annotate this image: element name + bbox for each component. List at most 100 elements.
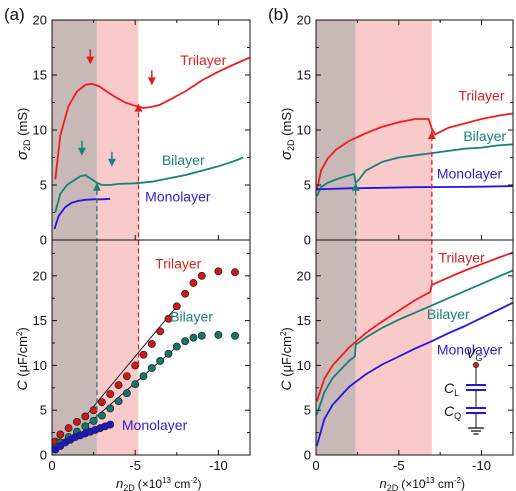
panel-b: Trilayer Bilayer Monolayer Trilayer Bilayer M… — [268, 5, 514, 491]
y-axis-label-sub: 2D — [22, 139, 32, 151]
curve-label: Monolayer — [145, 189, 211, 205]
data-point — [197, 331, 206, 340]
cl-label-sub: L — [454, 388, 459, 398]
cq-label: CQ — [444, 403, 461, 421]
y-tick-label: 10 — [297, 358, 311, 373]
y-axis-label-main: σ — [278, 150, 295, 160]
y-tick-label: 20 — [297, 13, 311, 28]
x-tick-label: -5 — [129, 458, 141, 473]
y-tick-label: 0 — [40, 448, 47, 463]
y-tick-label: 15 — [297, 68, 311, 83]
arrow-up-icon — [92, 182, 101, 191]
panel-label: (b) — [268, 5, 289, 24]
data-point — [106, 404, 115, 413]
curve-label: Bilayer — [427, 306, 470, 322]
cq-label-main: C — [444, 403, 455, 419]
y-axis-label-units: (μF/cm — [15, 336, 30, 380]
x-axis-label-main: n — [380, 476, 387, 491]
data-point — [114, 397, 123, 406]
y-axis-label-exp: 2 — [279, 331, 288, 336]
data-point — [73, 417, 81, 426]
arrow-down-icon — [86, 56, 95, 65]
curve-label: Bilayer — [463, 128, 506, 144]
y-tick-label: 20 — [33, 13, 47, 28]
y-axis-label-units: ) — [279, 327, 294, 331]
y-tick-label: 20 — [33, 268, 47, 283]
data-point — [189, 279, 198, 287]
x-axis-label-sub: 2D — [387, 483, 399, 491]
arrow-down-icon — [107, 158, 116, 167]
arrow-down-icon — [77, 147, 86, 156]
x-tick-label: -10 — [209, 458, 228, 473]
arrow-down-icon — [147, 77, 156, 86]
data-point — [197, 271, 206, 280]
data-point — [164, 349, 173, 358]
x-axis-label-units: cm — [171, 477, 190, 491]
data-point — [89, 417, 98, 425]
x-axis-label-exp: 13 — [162, 476, 171, 485]
data-point — [214, 331, 223, 339]
y-tick-label: 5 — [304, 178, 311, 193]
y-axis-label-units: ) — [15, 327, 30, 331]
y-axis-label-main: C — [14, 380, 30, 391]
data-point — [181, 337, 190, 346]
y-axis-label-units: (μF/cm — [279, 336, 294, 380]
x-axis-label-units: cm — [435, 477, 454, 491]
y-tick-label: 5 — [40, 178, 47, 193]
cq-label-sub: Q — [454, 411, 461, 421]
data-point — [89, 406, 98, 415]
arrow-up-icon — [427, 131, 436, 140]
data-point — [189, 333, 198, 342]
y-tick-label: 10 — [33, 358, 47, 373]
x-axis-label-units: (×10 — [401, 477, 426, 491]
x-axis-label-units: (×10 — [138, 477, 163, 491]
data-point — [231, 268, 239, 277]
curve-label: Trilayer — [439, 249, 485, 265]
shaded-region — [355, 20, 432, 455]
curve-label: Trilayer — [180, 52, 226, 68]
gate-label-sub: G — [475, 353, 482, 363]
y-axis-label-main: C — [278, 380, 294, 391]
y-axis-label-units: (mS) — [15, 108, 30, 140]
data-point — [131, 361, 140, 370]
series-line — [54, 156, 244, 213]
series-line — [53, 197, 111, 230]
curve-label: Bilayer — [162, 152, 205, 168]
panel-label: (a) — [4, 5, 25, 24]
curve-label: Trilayer — [458, 87, 504, 103]
shaded-region — [96, 20, 139, 455]
x-axis-label-units: ) — [461, 477, 465, 491]
data-point — [181, 289, 190, 298]
shaded-region — [52, 20, 97, 455]
data-point — [56, 430, 65, 439]
data-point — [139, 350, 148, 359]
data-point — [156, 356, 165, 365]
gate-label: VG — [466, 345, 482, 363]
curve-label: Monolayer — [437, 165, 503, 181]
data-point — [147, 339, 156, 348]
y-tick-label: 5 — [304, 403, 311, 418]
y-tick-label: 0 — [40, 233, 47, 248]
fit-line — [84, 306, 178, 417]
y-tick-label: 5 — [40, 403, 47, 418]
y-axis-label-exp: 2 — [15, 331, 24, 336]
data-point — [147, 364, 156, 373]
data-point — [122, 389, 131, 398]
shaded-region — [316, 20, 356, 455]
series-line — [54, 56, 251, 180]
y-tick-label: 10 — [297, 123, 311, 138]
data-point — [172, 302, 181, 311]
series-line — [315, 143, 514, 197]
x-axis-label-exp: -2 — [190, 476, 198, 485]
x-tick-label: -10 — [472, 458, 491, 473]
curve-label: Bilayer — [170, 309, 213, 325]
arrow-up-icon — [134, 103, 143, 112]
series-line — [315, 251, 514, 402]
y-axis-label-sub: 2D — [286, 139, 296, 151]
curve-label: Trilayer — [155, 256, 201, 272]
data-point — [131, 380, 140, 389]
y-tick-label: 10 — [33, 123, 47, 138]
x-tick-label: 0 — [312, 458, 319, 473]
panel-a: Trilayer Bilayer Monolayer Trilayer Bilayer M… — [4, 5, 251, 491]
